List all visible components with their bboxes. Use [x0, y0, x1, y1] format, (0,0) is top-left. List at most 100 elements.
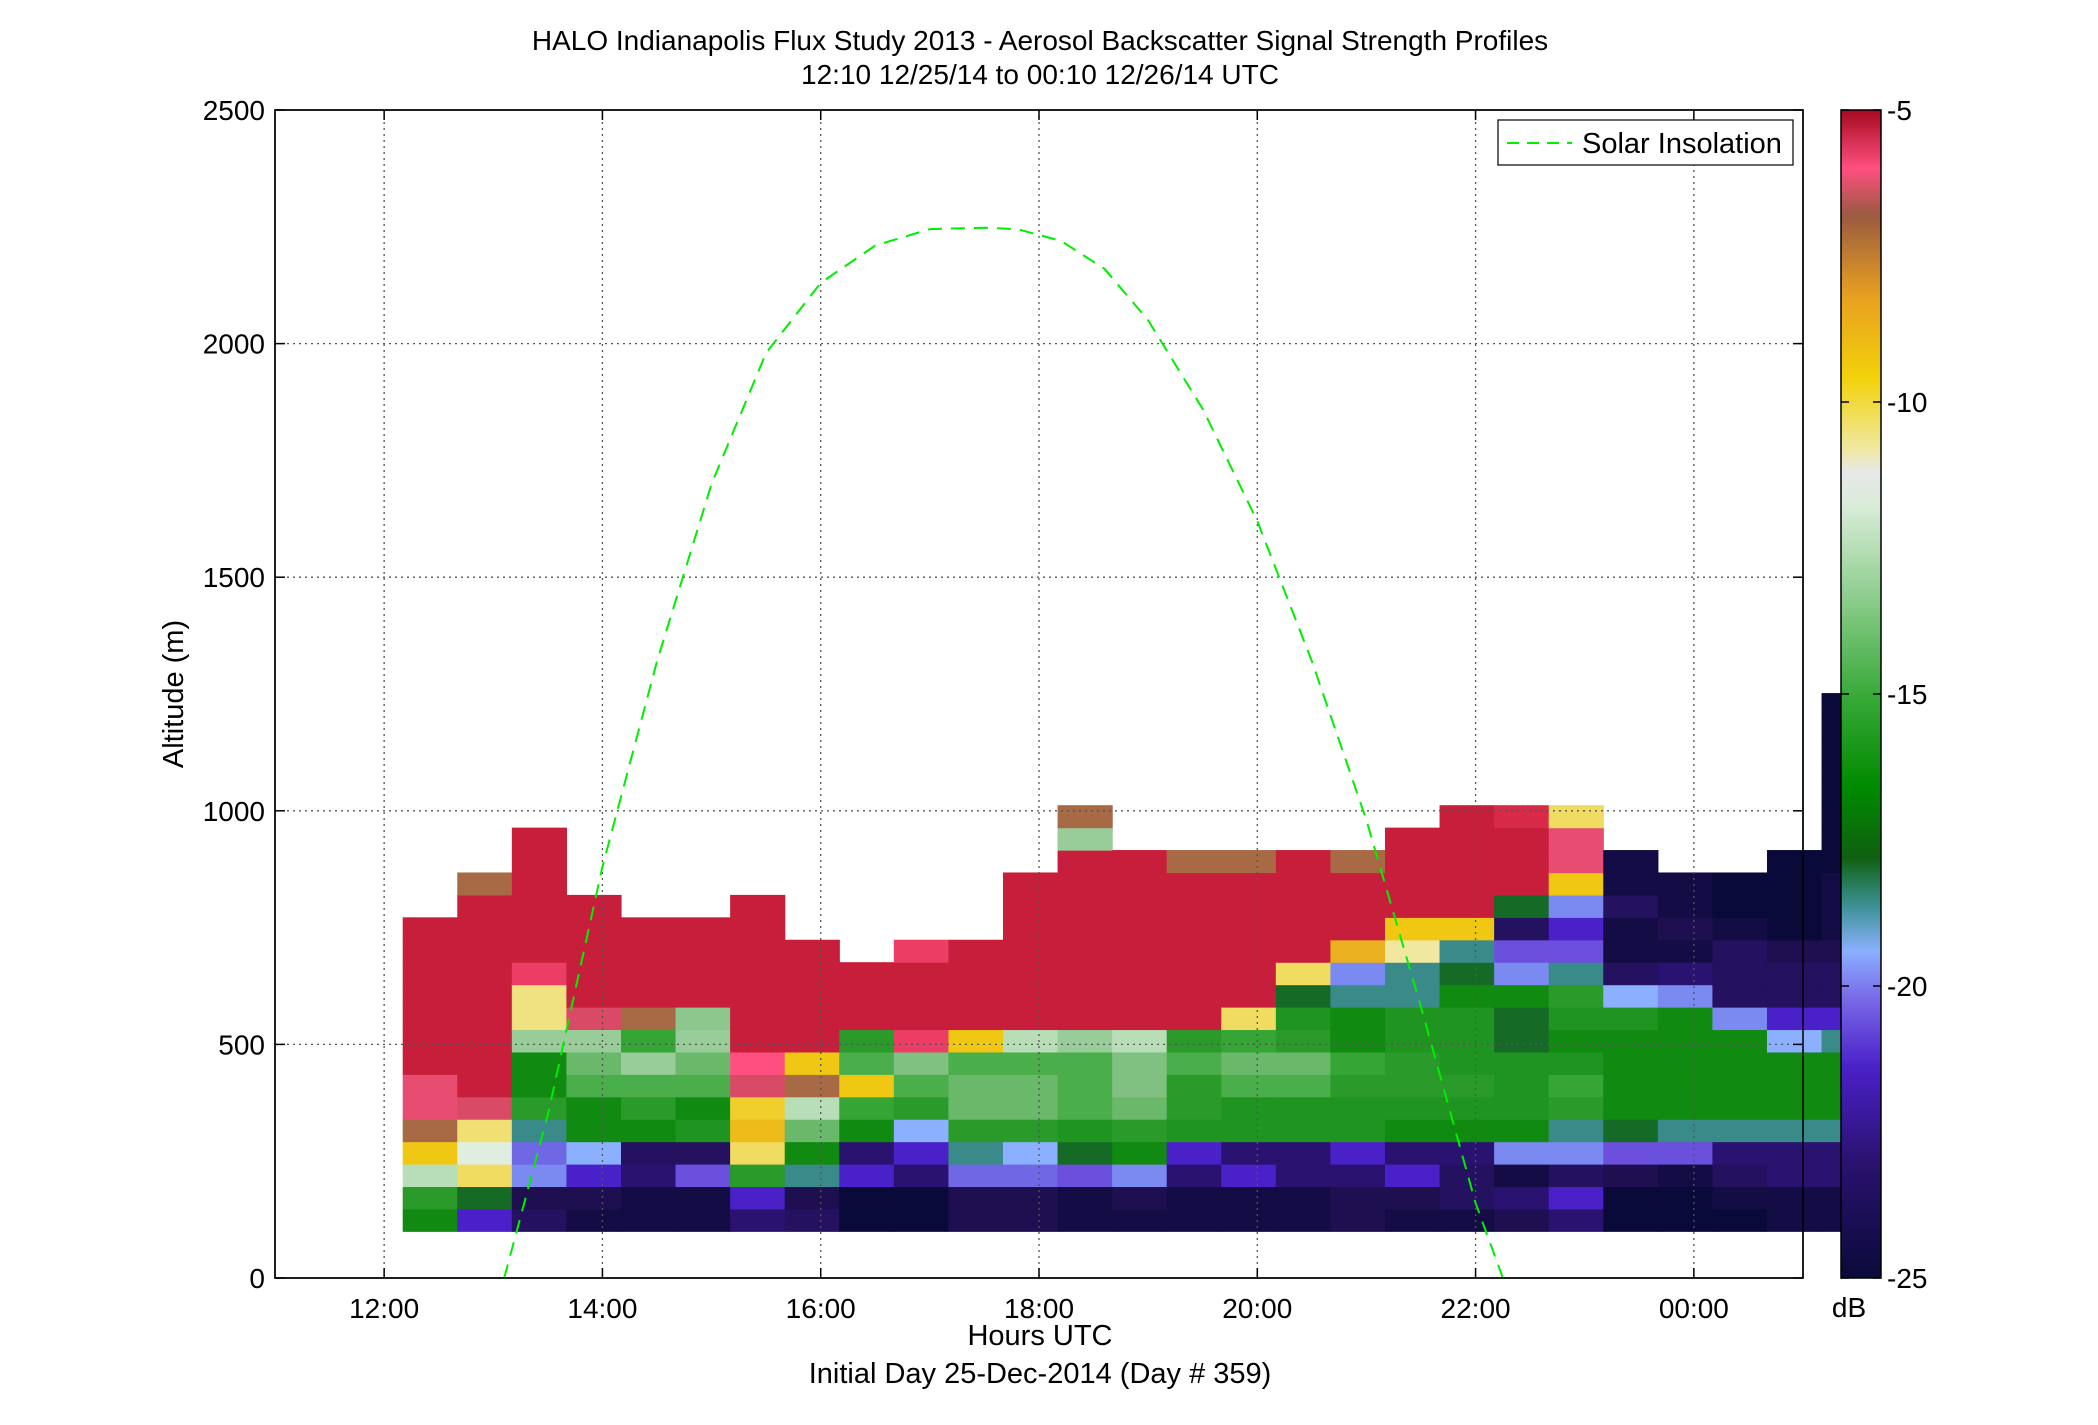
heatmap-cell [457, 917, 513, 941]
y-axis-ticks: 0 500 1000 1500 2000 2500 [203, 95, 1803, 1294]
heatmap-cell [730, 1208, 786, 1232]
legend: Solar Insolation [1497, 119, 1794, 166]
heatmap-cell [1221, 850, 1277, 874]
heatmap-cell [1384, 939, 1441, 963]
heatmap-cell [893, 1074, 950, 1098]
y-tick-label: 0 [249, 1263, 265, 1294]
heatmap-cell [893, 1164, 950, 1188]
heatmap-cell [1221, 894, 1277, 918]
heatmap-cell [1275, 1164, 1332, 1188]
heatmap-cell [1766, 984, 1823, 1008]
heatmap-cell [1057, 894, 1113, 918]
heatmap-cell [511, 1007, 568, 1031]
heatmap-cell [511, 1119, 568, 1143]
colorbar-tick-label: -25 [1887, 1263, 1927, 1294]
heatmap-cell [730, 894, 786, 918]
heatmap-cell [457, 962, 513, 986]
heatmap-cell [511, 984, 568, 1008]
heatmap-cell [1057, 805, 1113, 829]
heatmap-cells [402, 693, 1877, 1232]
heatmap-cell [1603, 850, 1659, 874]
heatmap-cell [675, 1029, 731, 1053]
heatmap-cell [1221, 1096, 1277, 1120]
heatmap-cell [620, 1164, 677, 1188]
heatmap-cell [1330, 1164, 1386, 1188]
heatmap-cell [1766, 1007, 1823, 1031]
heatmap-cell [1002, 939, 1059, 963]
heatmap-cell [402, 1096, 458, 1120]
heatmap-cell [1275, 984, 1332, 1008]
heatmap-cell [566, 962, 622, 986]
heatmap-cell [1330, 894, 1386, 918]
heatmap-cell [620, 1074, 677, 1098]
heatmap-cell [1657, 962, 1714, 986]
heatmap-cell [1057, 1119, 1113, 1143]
heatmap-cell [1439, 1186, 1495, 1210]
heatmap-cell [893, 1141, 950, 1165]
heatmap-cell [566, 1186, 622, 1210]
heatmap-cell [675, 1208, 731, 1232]
heatmap-cell [1603, 1119, 1659, 1143]
heatmap-cell [511, 962, 568, 986]
heatmap-cell [1166, 1074, 1222, 1098]
heatmap-cell [1439, 1029, 1495, 1053]
heatmap-cell [1766, 939, 1823, 963]
heatmap-cell [1221, 1029, 1277, 1053]
heatmap-cell [1494, 1186, 1550, 1210]
heatmap-cell [566, 1051, 622, 1075]
heatmap-cell [1330, 962, 1386, 986]
heatmap-cell [1766, 850, 1823, 874]
heatmap-cell [1603, 917, 1659, 941]
heatmap-cell [1766, 1141, 1823, 1165]
grid-lines [275, 110, 1803, 1278]
heatmap-cell [1603, 1074, 1659, 1098]
heatmap-cell [1494, 850, 1550, 874]
heatmap-cell [1657, 1119, 1714, 1143]
heatmap-cell [1712, 1029, 1768, 1053]
heatmap-cell [1712, 1096, 1768, 1120]
heatmap-cell [402, 1141, 458, 1165]
heatmap-cell [566, 1208, 622, 1232]
heatmap-cell [1548, 872, 1604, 896]
heatmap-cell [1002, 1096, 1059, 1120]
heatmap-cell [1221, 1141, 1277, 1165]
heatmap-cell [1712, 1051, 1768, 1075]
heatmap-cell [1275, 850, 1332, 874]
heatmap-cell [948, 1007, 1004, 1031]
heatmap-cell [1057, 1074, 1113, 1098]
heatmap-cell [730, 1096, 786, 1120]
heatmap-cell [1275, 1074, 1332, 1098]
heatmap-cell [1548, 917, 1604, 941]
heatmap-cell [1057, 984, 1113, 1008]
y-tick-label: 2500 [203, 95, 265, 126]
heatmap-cell [784, 1051, 840, 1075]
heatmap-cell [1548, 827, 1604, 851]
heatmap-cell [1766, 962, 1823, 986]
heatmap-cell [1494, 1141, 1550, 1165]
heatmap-cell [1712, 917, 1768, 941]
x-tick-label: 20:00 [1222, 1293, 1292, 1324]
heatmap-cell [784, 1119, 840, 1143]
heatmap-cell [1330, 1029, 1386, 1053]
heatmap-cell [839, 1029, 895, 1053]
heatmap-cell [1439, 1164, 1495, 1188]
heatmap-cell [1657, 1096, 1714, 1120]
heatmap-cell [948, 1208, 1004, 1232]
heatmap-cell [511, 1164, 568, 1188]
heatmap-cell [1330, 984, 1386, 1008]
x-tick-label: 00:00 [1659, 1293, 1729, 1324]
heatmap-cell [1766, 1096, 1823, 1120]
heatmap-cell [1384, 1186, 1441, 1210]
y-tick-label: 2000 [203, 329, 265, 360]
heatmap-cell [948, 1119, 1004, 1143]
heatmap-cell [1330, 850, 1386, 874]
heatmap-cell [620, 1007, 677, 1031]
heatmap-cell [1603, 1208, 1659, 1232]
heatmap-cell [1384, 894, 1441, 918]
heatmap-cell [1002, 1007, 1059, 1031]
heatmap-cell [948, 1141, 1004, 1165]
heatmap-cell [1657, 1208, 1714, 1232]
heatmap-cell [1766, 1119, 1823, 1143]
heatmap-cell [1494, 1208, 1550, 1232]
